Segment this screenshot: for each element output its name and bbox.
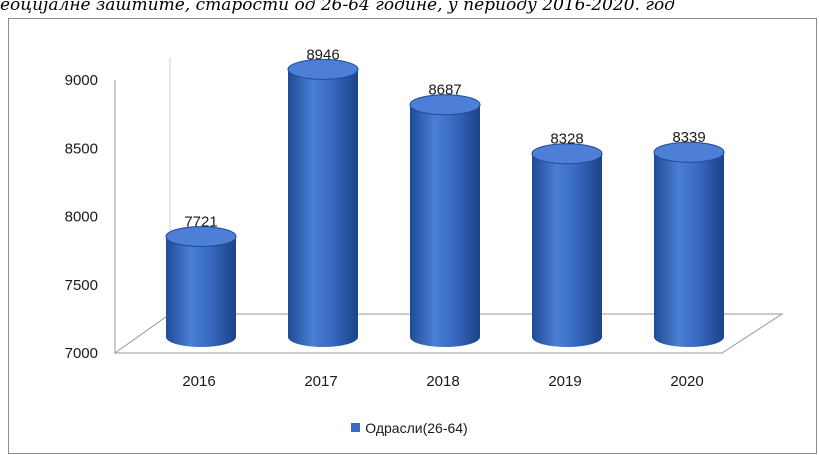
chart-legend: Одрасли(26-64)	[0, 420, 819, 436]
y-tick-label: 8000	[65, 209, 98, 226]
x-tick-label: 2017	[304, 373, 337, 390]
data-label: 8946	[306, 46, 339, 63]
x-tick-label: 2020	[670, 373, 703, 390]
x-tick-label: 2019	[548, 373, 581, 390]
legend-swatch	[351, 423, 361, 432]
data-label: 8687	[428, 82, 461, 99]
x-tick-label: 2016	[182, 373, 215, 390]
bar-2019	[531, 143, 603, 347]
bar-top	[531, 143, 603, 165]
x-tick-label: 2018	[426, 373, 459, 390]
bar-top	[409, 94, 481, 116]
bar-2020	[653, 141, 725, 347]
bar-body	[166, 236, 236, 347]
bar-top	[653, 141, 725, 163]
bar-2016	[165, 226, 237, 347]
data-label: 8328	[550, 131, 583, 148]
bar-top	[165, 226, 237, 248]
y-tick-label: 7000	[65, 345, 98, 362]
bar-body	[532, 153, 602, 347]
bar-body	[410, 104, 480, 347]
y-tick-label: 7500	[65, 277, 98, 294]
bar-top	[287, 58, 359, 80]
bar-2017	[287, 58, 359, 347]
y-tick-label: 8500	[65, 140, 98, 157]
bar-body	[288, 69, 358, 347]
legend-label: Одрасли(26-64)	[365, 420, 468, 436]
data-label: 7721	[184, 214, 217, 231]
bar-2018	[409, 94, 481, 347]
bar-body	[654, 152, 724, 347]
chart-caption: eoцujaлне заштите, старости од 26-64 год…	[0, 0, 675, 15]
y-tick-label: 9000	[65, 72, 98, 89]
chart-floor	[113, 313, 784, 354]
data-label: 8339	[672, 129, 705, 146]
